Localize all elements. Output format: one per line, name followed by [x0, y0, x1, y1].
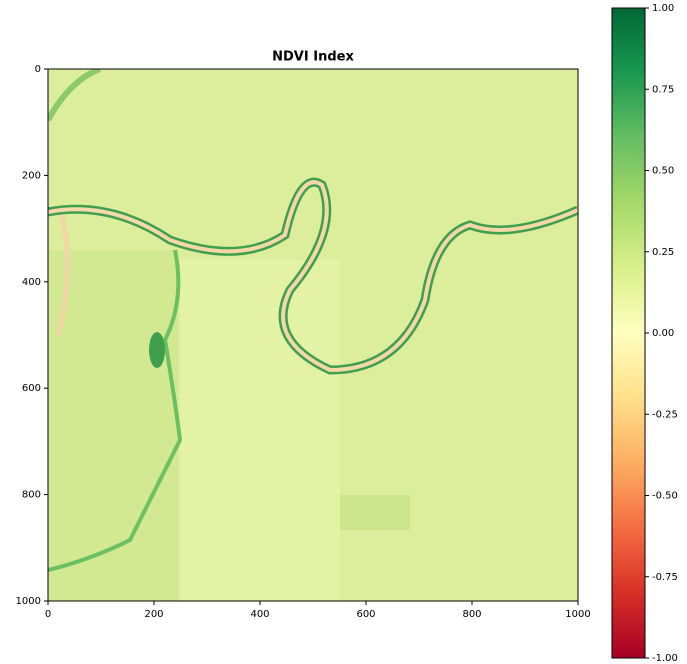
x-tick-label: 800 [462, 609, 481, 620]
colorbar [612, 8, 645, 658]
colorbar-tick-label: 1.00 [652, 3, 674, 14]
x-tick-label: 1000 [565, 609, 590, 620]
colorbar-tick-label: 0.50 [652, 166, 674, 177]
ndvi-image [48, 69, 578, 601]
colorbar-tick-label: -0.75 [652, 572, 678, 583]
y-tick-label: 1000 [16, 596, 41, 607]
colorbar-tick-label: 0.00 [652, 328, 674, 339]
chart-title: NDVI Index [272, 50, 354, 65]
y-tick-label: 800 [22, 490, 41, 501]
colorbar-tick-label: 0.75 [652, 84, 674, 95]
colorbar-tick-label: -0.25 [652, 409, 678, 420]
colorbar-tick-label: -0.50 [652, 491, 678, 502]
colorbar-tick-label: 0.25 [652, 247, 674, 258]
y-tick-label: 200 [22, 170, 41, 181]
y-tick-label: 0 [35, 64, 41, 75]
x-tick-label: 200 [144, 609, 163, 620]
x-tick-label: 600 [356, 609, 375, 620]
chart: NDVI Index 0 200 400 600 800 1000 0 200 400 600 80… [0, 0, 687, 664]
y-tick-label: 400 [22, 277, 41, 288]
y-tick-label: 600 [22, 383, 41, 394]
colorbar-tick-label: -1.00 [652, 653, 678, 664]
x-tick-label: 0 [45, 609, 51, 620]
x-tick-label: 400 [250, 609, 269, 620]
